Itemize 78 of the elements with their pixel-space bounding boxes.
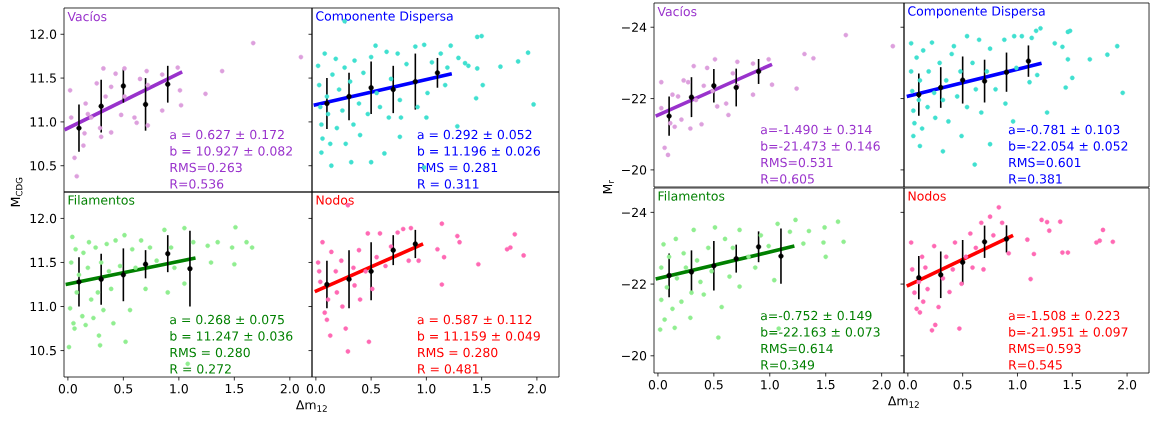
x-tick-label: 0.5 bbox=[362, 384, 380, 394]
annotation: R=0.381 bbox=[1009, 174, 1062, 184]
annotation: a = 0.292 ± 0.052 bbox=[417, 129, 532, 140]
annotation: a = 0.268 ± 0.075 bbox=[170, 314, 284, 325]
x-tick-label: 0.0 bbox=[898, 380, 917, 390]
annotation: RMS = 0.280 bbox=[418, 347, 498, 358]
annotation: RMS=0.593 bbox=[1009, 343, 1081, 354]
y-tick-label: 12.0 bbox=[30, 29, 57, 39]
x-tick-label: 0.0 bbox=[58, 384, 77, 394]
annotation: RMS = 0.281 bbox=[418, 162, 498, 173]
y-tick-label: 11.0 bbox=[30, 301, 57, 312]
x-tick-label: 0.0 bbox=[648, 380, 667, 390]
y-axis-title: M$_{r}$ bbox=[603, 180, 614, 194]
x-tick-label: 1.0 bbox=[761, 380, 779, 390]
annotation: R=0.536 bbox=[170, 179, 224, 189]
chart-title: Nodos bbox=[316, 195, 354, 205]
annotation: RMS=0.531 bbox=[761, 157, 833, 168]
x-tick-label: 2.0 bbox=[1118, 380, 1137, 390]
x-axis-title: Δm$_{12}$ bbox=[887, 396, 919, 408]
annotation: R = 0.272 bbox=[170, 364, 231, 374]
y-tick-label: 10.5 bbox=[30, 345, 56, 356]
x-tick-label: 2.0 bbox=[527, 384, 546, 394]
chart-title: Filamentos bbox=[68, 195, 135, 205]
x-tick-label: 0.5 bbox=[704, 380, 723, 390]
annotation: b = 10.927 ± 0.082 bbox=[170, 146, 292, 156]
y-tick-label: −22 bbox=[622, 93, 646, 104]
y-tick-label: −22 bbox=[622, 279, 646, 289]
annotation: b = 11.196 ± 0.026 bbox=[418, 146, 540, 156]
x-axis-title: Δm$_{12}$ bbox=[295, 400, 327, 412]
y-tick-label: −24 bbox=[622, 22, 647, 32]
chart-title: Componente Dispersa bbox=[908, 6, 1045, 19]
x-tick-label: 0.0 bbox=[306, 384, 325, 394]
annotation: R=0.545 bbox=[1009, 360, 1062, 370]
annotation: a=-1.490 ± 0.314 bbox=[760, 124, 872, 135]
x-tick-label: 0.5 bbox=[114, 384, 133, 394]
x-tick-label: 1.5 bbox=[225, 384, 244, 394]
annotation: RMS=0.614 bbox=[761, 343, 833, 354]
annotation: b=-21.951 ± 0.097 bbox=[1009, 327, 1128, 337]
annotation: b=-22.163 ± 0.073 bbox=[761, 327, 880, 337]
annotation: b = 11.159 ± 0.049 bbox=[418, 331, 540, 341]
y-tick-label: −20 bbox=[622, 165, 647, 175]
annotation: R=0.605 bbox=[761, 174, 814, 184]
annotation: b=-21.473 ± 0.146 bbox=[761, 141, 880, 151]
x-tick-label: 1.5 bbox=[1063, 380, 1082, 390]
annotation: RMS = 0.280 bbox=[170, 347, 250, 358]
x-tick-label: 1.5 bbox=[473, 384, 491, 394]
chart-title: Vacíos bbox=[67, 11, 107, 22]
y-tick-label: −24 bbox=[622, 207, 647, 217]
annotation: R=0.349 bbox=[761, 360, 815, 370]
y-axis-title: M$_{CDG}$ bbox=[10, 177, 23, 207]
x-tick-label: 1.0 bbox=[170, 384, 188, 394]
annotation: a=-0.781 ± 0.103 bbox=[1008, 124, 1120, 135]
y-tick-label: −20 bbox=[622, 351, 647, 361]
y-tick-label: 12.0 bbox=[30, 213, 57, 224]
x-tick-label: 2.0 bbox=[280, 384, 299, 394]
annotation: RMS=0.263 bbox=[170, 162, 242, 173]
annotation: a=-0.752 ± 0.149 bbox=[760, 310, 872, 321]
y-tick-label: 11.5 bbox=[30, 257, 56, 268]
annotation: a = 0.587 ± 0.112 bbox=[417, 314, 532, 325]
chart-title: Componente Dispersa bbox=[316, 11, 453, 24]
y-tick-label: 10.5 bbox=[30, 160, 56, 171]
chart-title: Nodos bbox=[908, 191, 946, 201]
annotation: b=-22.054 ± 0.052 bbox=[1009, 141, 1128, 151]
x-tick-label: 1.0 bbox=[1008, 380, 1027, 390]
annotation: a = 0.627 ± 0.172 bbox=[170, 129, 284, 140]
annotation: RMS=0.601 bbox=[1009, 157, 1081, 168]
annotation: R = 0.311 bbox=[418, 179, 479, 189]
x-tick-label: 1.5 bbox=[817, 380, 835, 390]
annotation: b = 11.247 ± 0.036 bbox=[170, 331, 293, 341]
x-tick-label: 1.0 bbox=[417, 384, 436, 394]
annotation: R = 0.481 bbox=[418, 364, 479, 374]
x-tick-label: 0.5 bbox=[953, 380, 972, 390]
x-tick-label: 2.0 bbox=[872, 380, 891, 390]
chart-title: Filamentos bbox=[658, 191, 725, 201]
y-tick-label: 11.5 bbox=[30, 73, 56, 83]
annotation: a=-1.508 ± 0.223 bbox=[1008, 310, 1120, 321]
chart-title: Vacíos bbox=[657, 6, 697, 17]
y-tick-label: 11.0 bbox=[30, 117, 57, 127]
